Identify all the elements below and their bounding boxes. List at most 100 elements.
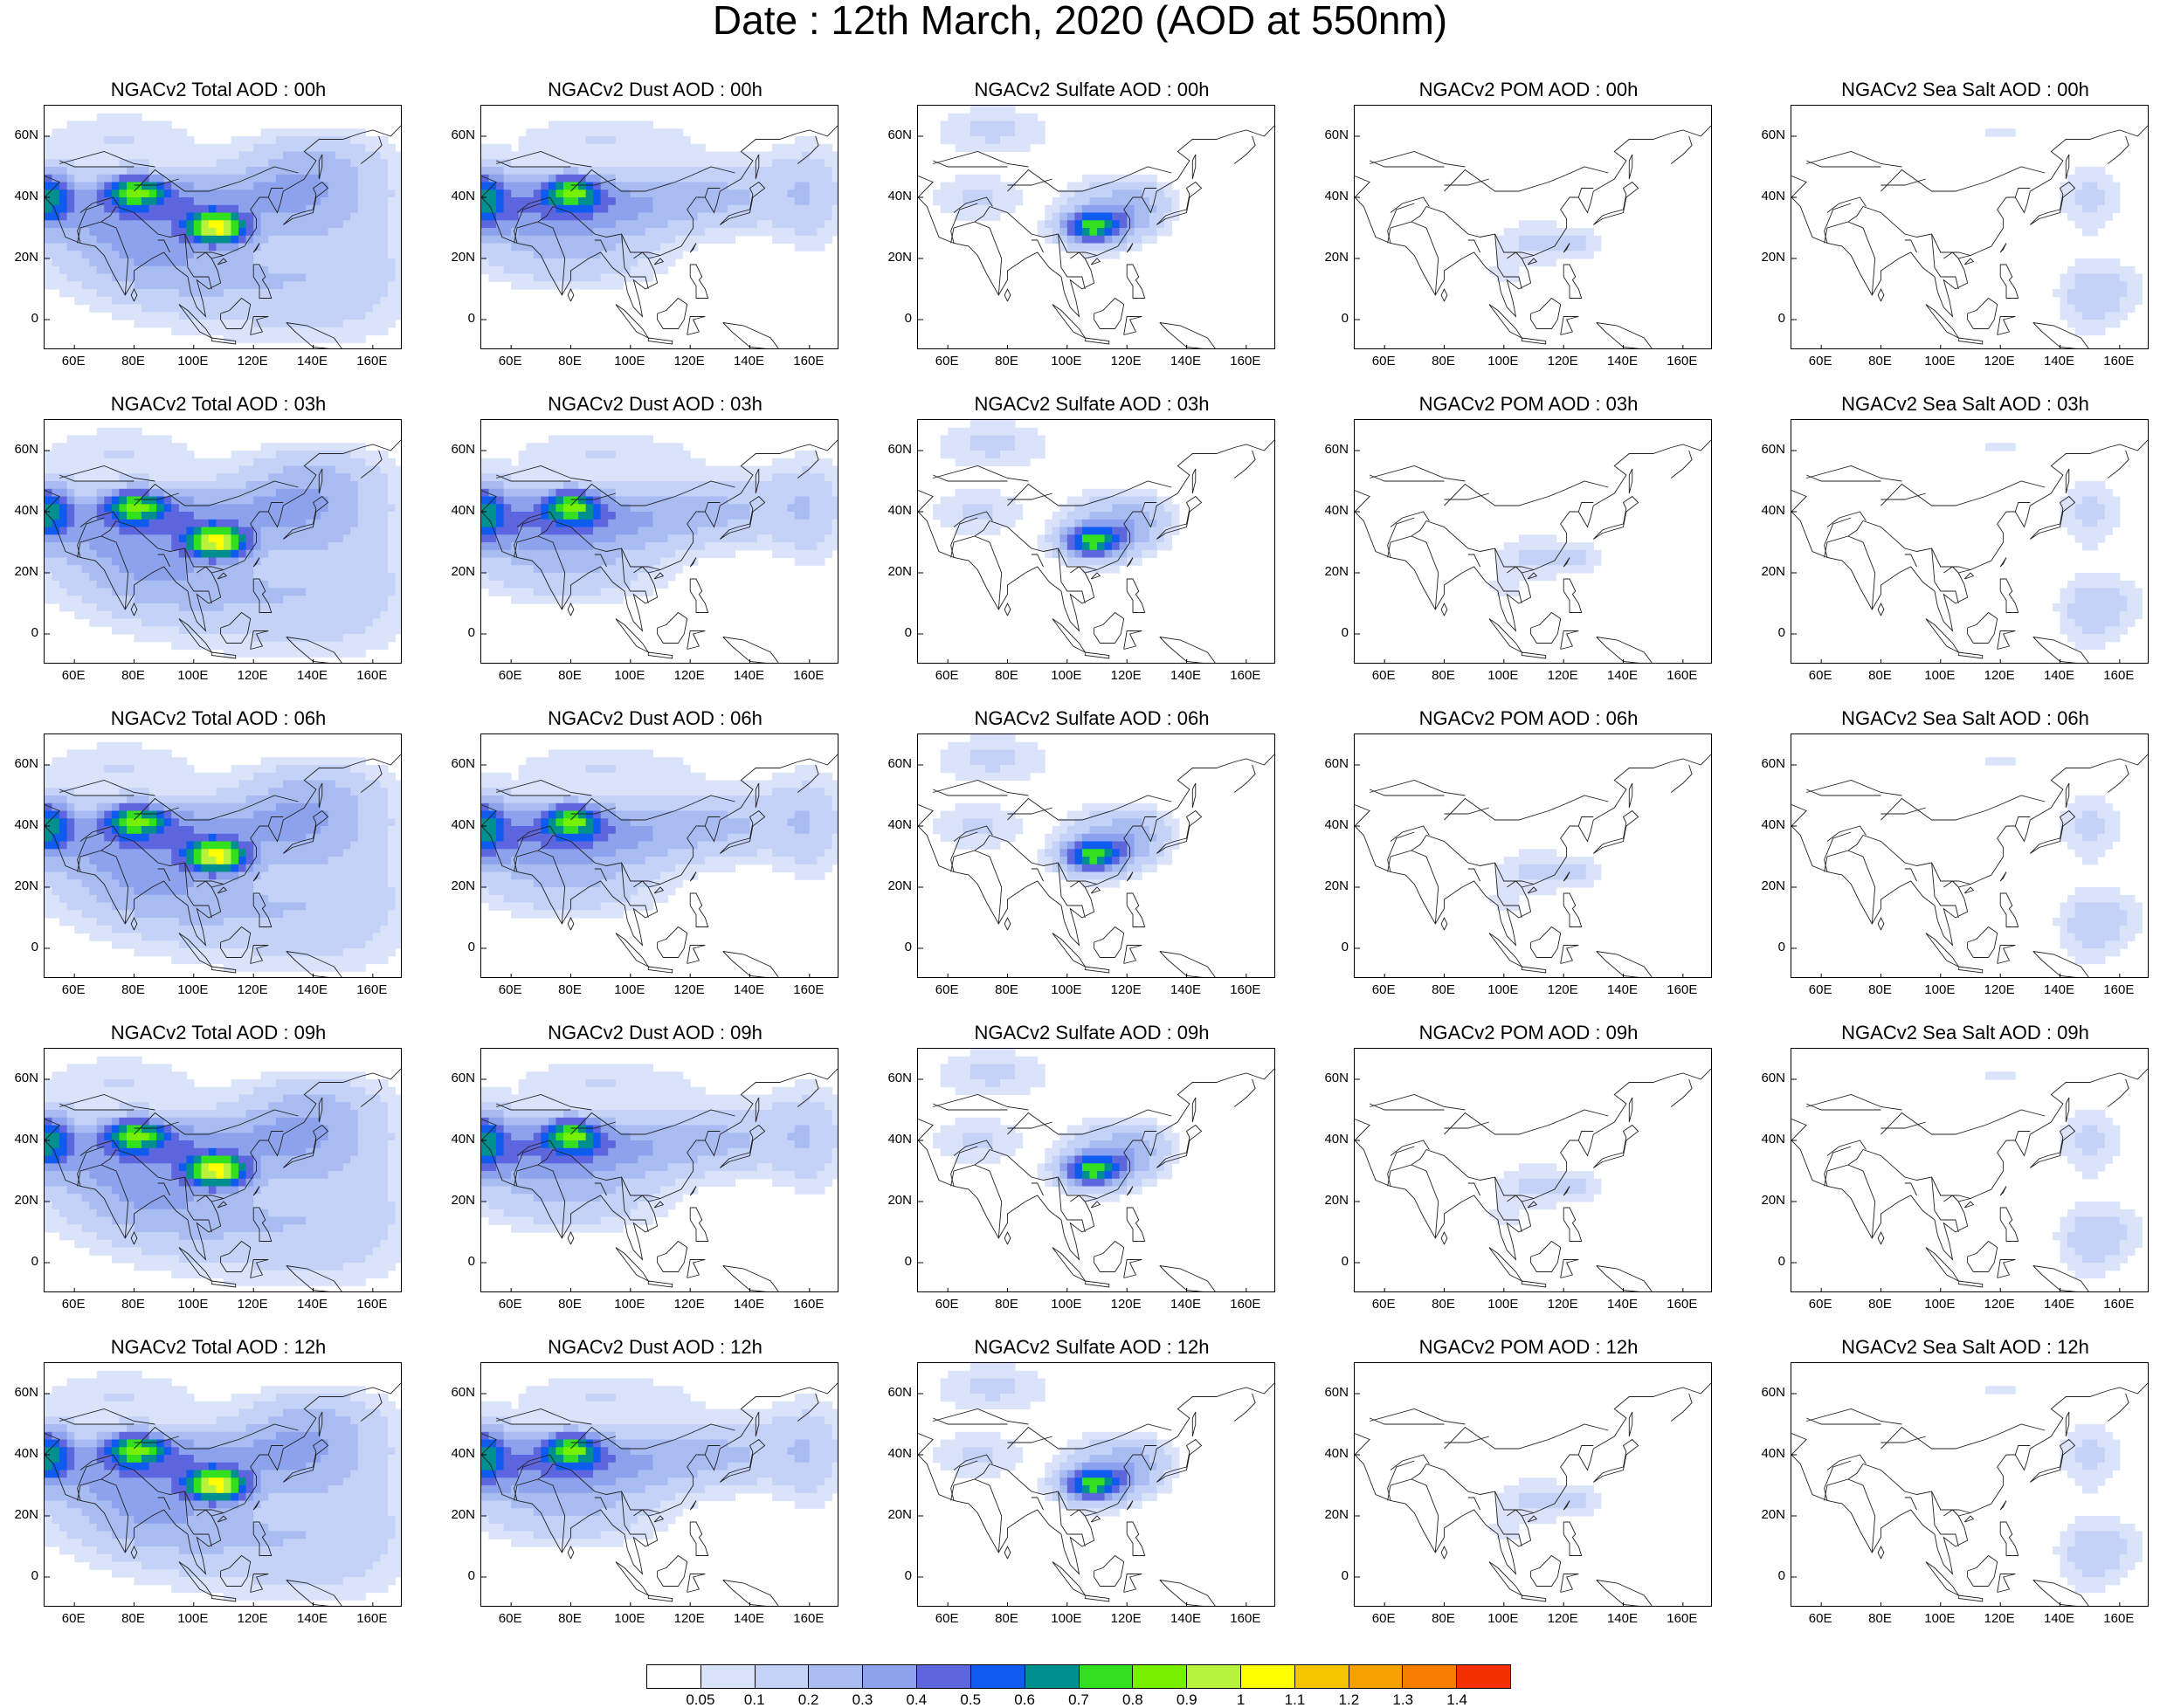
aod-cell [570, 136, 579, 145]
aod-cell [260, 557, 269, 566]
aod-cell [787, 228, 796, 237]
aod-cell [163, 136, 172, 145]
aod-cell [787, 527, 796, 535]
aod-cell [342, 151, 351, 160]
aod-cell [127, 618, 135, 627]
aod-cell [111, 527, 120, 535]
aod-cell [593, 534, 602, 543]
aod-cell [201, 588, 210, 596]
aod-cell [630, 565, 638, 574]
aod-cell [1134, 189, 1142, 198]
aod-cell [178, 542, 187, 551]
aod-cell [216, 488, 224, 498]
aod-cell [81, 435, 90, 444]
aod-cell [89, 542, 98, 551]
aod-cell [59, 128, 68, 137]
aod-cell [231, 258, 239, 267]
aod-cell [1534, 243, 1542, 251]
aod-cell [163, 128, 172, 137]
aod-cell [608, 143, 617, 153]
aod-cell [682, 243, 691, 251]
aod-cell [104, 265, 113, 275]
aod-cell [638, 488, 646, 498]
aod-cell [563, 243, 572, 251]
aod-cell [570, 534, 579, 543]
aod-cell [533, 573, 542, 582]
aod-cell [720, 167, 728, 176]
aod-cell [81, 603, 90, 612]
aod-cell [216, 243, 224, 251]
aod-cell [526, 235, 535, 244]
aod-cell [224, 603, 232, 612]
aod-cell [178, 243, 187, 251]
aod-cell [488, 174, 497, 183]
aod-cell [779, 458, 788, 467]
aod-cell [328, 136, 336, 145]
aod-cell [387, 273, 396, 282]
aod-cell [231, 228, 239, 237]
aod-cell [556, 235, 564, 244]
aod-cell [342, 334, 351, 343]
aod-cell [253, 251, 262, 259]
aod-cell [488, 588, 497, 596]
aod-cell [119, 136, 128, 145]
aod-cell [313, 641, 321, 651]
aod-cell [757, 159, 766, 168]
aod-cell [742, 212, 751, 221]
aod-cell [119, 549, 128, 559]
aod-cell [2089, 204, 2098, 214]
aod-cell [59, 289, 68, 298]
aod-cell [794, 451, 803, 459]
aod-cell [141, 182, 150, 190]
aod-cell [570, 573, 579, 582]
aod-cell [712, 228, 721, 237]
aod-cell [178, 512, 187, 520]
aod-cell [268, 488, 277, 498]
aod-cell [623, 182, 631, 190]
aod-cell [1097, 212, 1106, 221]
aod-cell [645, 473, 653, 482]
aod-cell [955, 212, 963, 221]
aod-cell [231, 465, 239, 474]
aod-cell [245, 228, 254, 237]
aod-cell [148, 512, 157, 520]
aod-cell [809, 174, 818, 183]
aod-cell [1081, 228, 1090, 237]
aod-cell [201, 189, 210, 198]
aod-cell [111, 534, 120, 543]
aod-cell [712, 465, 721, 474]
aod-cell [488, 143, 497, 153]
aod-cell [2097, 281, 2106, 290]
aod-cell [675, 159, 684, 168]
aod-cell [52, 197, 60, 206]
aod-cell [224, 189, 232, 198]
lon-tick-label: 80E [121, 668, 145, 683]
aod-cell [74, 512, 83, 520]
aod-cell [1112, 228, 1121, 237]
aod-cell [600, 167, 609, 176]
aod-cell [163, 435, 172, 444]
aod-cell [104, 451, 113, 459]
aod-cell [245, 534, 254, 543]
coastline [1070, 251, 1086, 259]
aod-cell [705, 235, 714, 244]
aod-cell [96, 473, 105, 482]
aod-cell [372, 610, 381, 620]
aod-cell [81, 549, 90, 559]
aod-cell [45, 596, 53, 604]
aod-cell [1022, 121, 1031, 129]
aod-cell [216, 143, 224, 153]
aod-cell [660, 488, 669, 498]
aod-cell [245, 634, 254, 643]
aod-cell [328, 634, 336, 643]
aod-cell [645, 258, 653, 267]
aod-cell [380, 304, 389, 313]
aod-cell [1089, 174, 1098, 183]
aod-cell [511, 182, 520, 190]
aod-cell [52, 128, 60, 137]
aod-cell [570, 167, 579, 176]
aod-cell [667, 243, 676, 251]
aod-cell [387, 189, 396, 198]
aod-cell [488, 458, 497, 467]
aod-cell [350, 534, 359, 543]
